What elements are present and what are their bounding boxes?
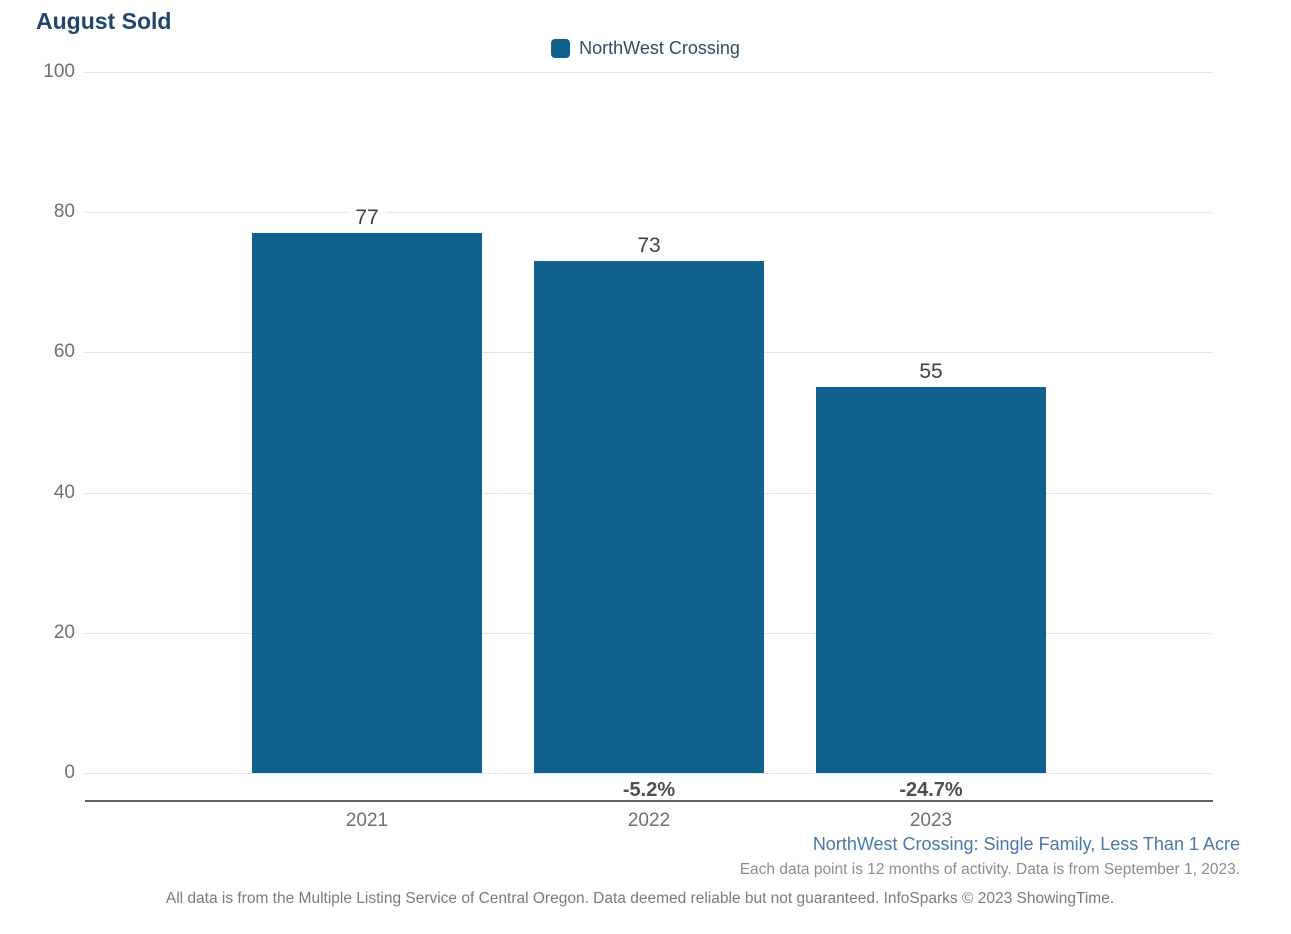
legend-swatch-icon — [551, 39, 571, 58]
bar-pct-change-label-2022: -5.2% — [622, 779, 676, 801]
y-axis-tick-label: 80 — [53, 201, 75, 223]
bar-value-label-2023: 55 — [911, 359, 951, 386]
bar-value-label-2022: 73 — [629, 233, 669, 260]
bar-pct-change-label-2023: -24.7% — [899, 779, 963, 801]
y-axis-tick-label: 100 — [43, 61, 75, 82]
legend-label: NorthWest Crossing — [579, 38, 740, 58]
y-axis-tick-label: 0 — [64, 762, 75, 783]
y-axis-tick-label: 40 — [53, 481, 75, 503]
bar-2023 — [816, 387, 1046, 773]
gridline-y-100 — [85, 72, 1213, 73]
data-note: Each data point is 12 months of activity… — [739, 861, 1240, 878]
x-axis-tick-label-2023: 2023 — [909, 810, 953, 831]
x-axis-line — [85, 800, 1213, 802]
bar-value-label-2021: 77 — [347, 205, 387, 232]
x-axis-tick-label-2021: 2021 — [345, 810, 389, 831]
x-axis-tick-label-2022: 2022 — [627, 810, 671, 831]
chart-title: August Sold — [36, 8, 172, 34]
y-axis-tick-label: 60 — [53, 341, 75, 363]
gridline-y-80 — [85, 212, 1213, 214]
y-axis-tick-label: 20 — [53, 621, 75, 643]
bar-2022 — [534, 261, 764, 773]
gridline-y-0 — [85, 773, 1213, 774]
series-description: NorthWest Crossing: Single Family, Less … — [812, 834, 1240, 854]
bar-2021 — [252, 233, 482, 773]
legend: NorthWest Crossing — [0, 38, 1291, 59]
disclaimer: All data is from the Multiple Listing Se… — [165, 890, 1115, 907]
